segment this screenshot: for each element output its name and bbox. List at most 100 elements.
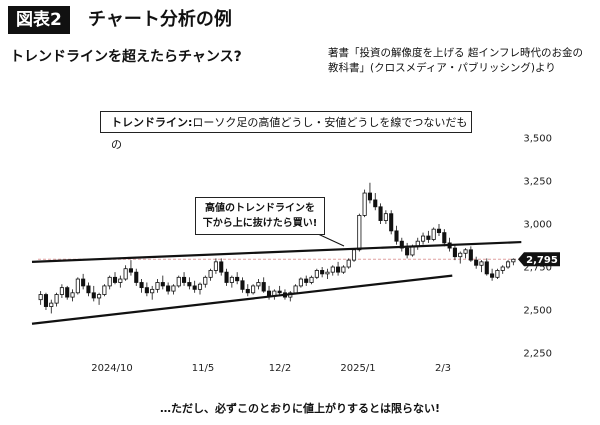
candle [474, 256, 479, 269]
candle [505, 260, 511, 269]
candle [38, 291, 43, 305]
candle [298, 277, 303, 288]
candle-body [383, 213, 388, 221]
candle [495, 268, 500, 280]
callout-line-2: 下から上に抜けたら買い! [202, 218, 318, 229]
candle-body [224, 271, 229, 283]
candle [176, 275, 181, 288]
candle-body [81, 278, 86, 287]
candle [431, 227, 436, 242]
candle [160, 275, 165, 290]
candle-body [394, 230, 399, 242]
candle-body [463, 249, 468, 254]
candle-body [203, 276, 208, 285]
candle [415, 237, 420, 250]
last-value-label: 2,795 [526, 255, 558, 266]
candle-body [474, 259, 479, 266]
candle [123, 265, 128, 281]
last-value-badge [518, 252, 560, 267]
candle [128, 260, 133, 276]
candle-body [320, 270, 325, 275]
candle-body [123, 268, 128, 280]
candle-body [500, 266, 505, 271]
candle-body [399, 240, 404, 249]
candle-body [309, 276, 314, 283]
y-tick-label: 3,000 [523, 220, 552, 231]
candle [272, 289, 277, 300]
candle [70, 289, 75, 302]
candle-body [277, 290, 282, 294]
candle-body [373, 199, 378, 208]
candle [235, 272, 240, 285]
candle-body [160, 282, 165, 287]
candle-body [484, 261, 489, 275]
definition-text: ローソク足の高値どうし・安値どうしを線でつないだもの [111, 116, 468, 151]
candle [213, 258, 218, 274]
candle-body [357, 214, 362, 251]
trendline [31, 274, 453, 325]
candle [43, 292, 49, 310]
candle [330, 265, 335, 276]
candle [86, 282, 91, 297]
candle-body [362, 192, 367, 216]
candle-body [452, 247, 457, 258]
candle-body [97, 294, 102, 299]
candle [91, 285, 96, 302]
candle-body [182, 276, 187, 283]
candle-body [208, 270, 213, 278]
candle-body [378, 206, 383, 221]
candle [134, 268, 139, 286]
candle [171, 284, 176, 295]
candle-body [59, 287, 64, 295]
candle-body [436, 228, 442, 234]
candle-body [107, 276, 112, 287]
candle [484, 258, 489, 276]
candle [346, 258, 351, 269]
candle [224, 268, 229, 286]
figure-label: 図表2 [8, 6, 70, 34]
candle [362, 189, 367, 218]
candle [357, 213, 362, 252]
candle-body [171, 285, 176, 292]
candle [309, 275, 314, 285]
candle-body [367, 192, 372, 201]
candle [341, 265, 346, 274]
candle-body [197, 283, 203, 290]
y-tick-label: 2,250 [523, 349, 552, 360]
candle-body [112, 276, 118, 283]
candle-body [495, 270, 500, 278]
candle [458, 251, 463, 264]
candle [197, 282, 203, 295]
candle-body [314, 270, 319, 278]
candle-body [192, 285, 197, 290]
candle-body [75, 278, 80, 294]
candle [59, 284, 64, 298]
candle [405, 242, 410, 259]
candle-body [336, 266, 341, 273]
candle-body [479, 261, 484, 266]
candle-body [298, 278, 303, 287]
candle [49, 299, 54, 314]
candle [261, 277, 266, 293]
candle [139, 279, 144, 293]
candle [336, 261, 341, 276]
candle-body [70, 292, 75, 298]
candle [511, 258, 516, 266]
candle [187, 277, 192, 290]
candle [97, 292, 102, 305]
trendline [31, 240, 522, 263]
candle [245, 284, 250, 297]
candle [320, 267, 325, 278]
candle [314, 268, 319, 280]
x-tick-label: 2025/1 [340, 363, 375, 374]
candle [54, 292, 59, 307]
callout-line-1: 高値のトレンドラインを [205, 203, 315, 214]
candle-body [176, 276, 181, 287]
candle-body [325, 271, 330, 275]
x-tick-label: 11/5 [192, 363, 214, 374]
definition-term: トレンドライン: [111, 116, 193, 129]
chart-subtitle: トレンドラインを超えたらチャンス? [10, 49, 242, 65]
candle [351, 248, 357, 262]
candle-body [293, 285, 298, 294]
candle-body [240, 280, 245, 290]
